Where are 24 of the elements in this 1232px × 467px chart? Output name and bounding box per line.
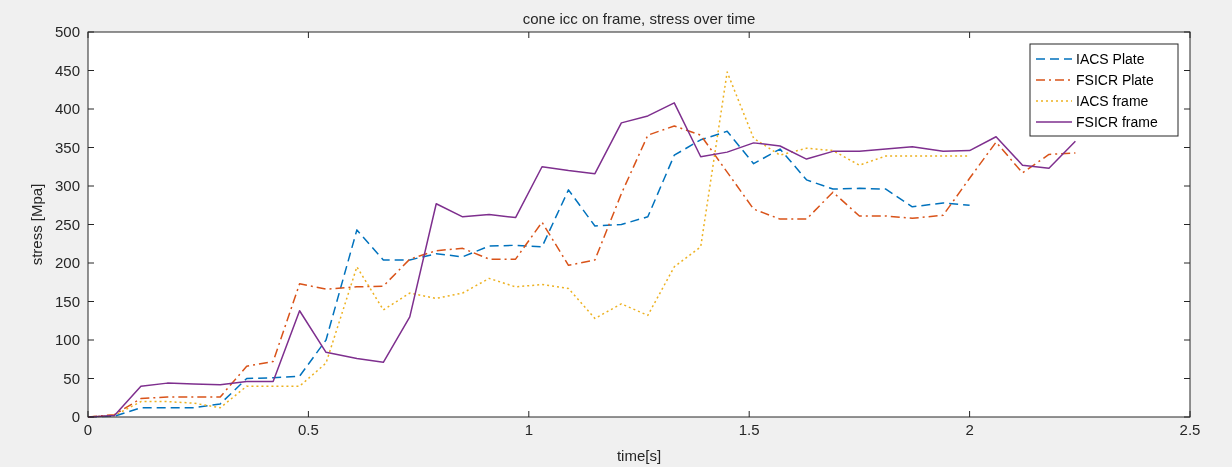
x-axis-title: time[s] (616, 447, 662, 464)
y-tick-label: 300 (54, 177, 80, 194)
x-tick-label: 0.5 (297, 421, 319, 438)
y-axis-title: stress [Mpa] (28, 183, 45, 266)
x-tick-label: 2 (965, 421, 974, 438)
x-tick-label: 1.5 (738, 421, 760, 438)
legend-label: IACS Plate (1076, 51, 1145, 67)
x-tick-label: 0 (83, 421, 93, 438)
legend-label: FSICR frame (1076, 114, 1158, 130)
y-tick-label: 350 (54, 138, 80, 156)
y-tick-label: 450 (54, 61, 80, 79)
y-tick-label: 0 (71, 408, 80, 425)
legend-label: IACS frame (1076, 93, 1149, 109)
y-tick-label: 250 (54, 215, 80, 233)
y-tick-label: 500 (54, 23, 80, 40)
chart-title: cone icc on frame, stress over time (522, 10, 756, 27)
legend-label: FSICR Plate (1076, 72, 1155, 88)
y-tick-label: 200 (54, 254, 80, 271)
x-tick-label: 2.5 (1179, 421, 1201, 438)
y-tick-label: 400 (54, 100, 80, 117)
x-tick-label: 1 (524, 421, 533, 438)
y-tick-label: 100 (54, 331, 80, 348)
y-tick-label: 150 (54, 292, 80, 310)
y-tick-label: 50 (63, 369, 80, 387)
